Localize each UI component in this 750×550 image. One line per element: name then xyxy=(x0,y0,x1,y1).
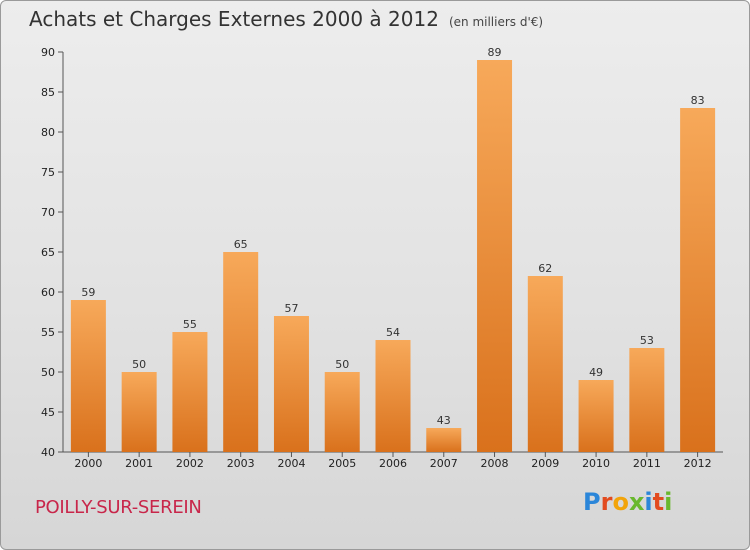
bar-value-label: 54 xyxy=(386,326,400,339)
bar-2008 xyxy=(477,60,513,452)
proxiti-logo: Proxiti xyxy=(583,488,672,516)
logo-letter: t xyxy=(652,488,665,516)
bar-2004 xyxy=(273,316,309,452)
bar-2011 xyxy=(629,348,665,452)
y-tick-label: 75 xyxy=(41,166,55,179)
bar-value-label: 89 xyxy=(488,46,502,59)
y-tick-label: 60 xyxy=(41,286,55,299)
bar-2003 xyxy=(223,252,259,452)
logo-letter: P xyxy=(583,488,601,516)
bar-2002 xyxy=(172,332,208,452)
bar-2009 xyxy=(527,276,563,452)
y-tick-label: 90 xyxy=(41,46,55,59)
bar-value-label: 62 xyxy=(538,262,552,275)
bar-value-label: 49 xyxy=(589,366,603,379)
chart-title: Achats et Charges Externes 2000 à 2012 (e… xyxy=(29,7,543,31)
y-tick-label: 85 xyxy=(41,86,55,99)
x-tick-label: 2003 xyxy=(227,457,255,470)
bar-value-label: 43 xyxy=(437,414,451,427)
y-tick-label: 50 xyxy=(41,366,55,379)
x-tick-label: 2005 xyxy=(328,457,356,470)
x-tick-label: 2011 xyxy=(633,457,661,470)
x-tick-label: 2010 xyxy=(582,457,610,470)
x-tick-label: 2008 xyxy=(481,457,509,470)
logo-letter: i xyxy=(664,488,673,516)
x-tick-label: 2004 xyxy=(277,457,305,470)
x-tick-label: 2001 xyxy=(125,457,153,470)
commune-name: POILLY-SUR-SEREIN xyxy=(35,497,202,518)
y-tick-label: 55 xyxy=(41,326,55,339)
bar-2001 xyxy=(121,372,157,452)
bar-value-label: 50 xyxy=(335,358,349,371)
bar-value-label: 83 xyxy=(691,94,705,107)
unit-label: (en milliers d'€) xyxy=(448,15,544,29)
x-tick-label: 2002 xyxy=(176,457,204,470)
x-tick-label: 2006 xyxy=(379,457,407,470)
bar-2010 xyxy=(578,380,614,452)
x-tick-label: 2009 xyxy=(531,457,559,470)
bar-value-label: 53 xyxy=(640,334,654,347)
bar-2005 xyxy=(324,372,360,452)
logo-letter: o xyxy=(612,488,629,516)
y-tick-label: 40 xyxy=(41,446,55,459)
bar-value-label: 55 xyxy=(183,318,197,331)
x-tick-label: 2007 xyxy=(430,457,458,470)
bar-value-label: 65 xyxy=(234,238,248,251)
y-tick-label: 80 xyxy=(41,126,55,139)
bar-2006 xyxy=(375,340,411,452)
y-tick-label: 45 xyxy=(41,406,55,419)
bar-value-label: 50 xyxy=(132,358,146,371)
bar-2007 xyxy=(426,428,462,452)
x-tick-label: 2000 xyxy=(74,457,102,470)
logo-letter: x xyxy=(628,488,645,516)
title-text: Achats et Charges Externes 2000 à 2012 xyxy=(29,7,439,31)
bar-value-label: 59 xyxy=(81,286,95,299)
bar-value-label: 57 xyxy=(284,302,298,315)
bar-2000 xyxy=(70,300,106,452)
y-tick-label: 65 xyxy=(41,246,55,259)
logo-letter: i xyxy=(644,488,653,516)
x-tick-label: 2012 xyxy=(684,457,712,470)
y-tick-label: 70 xyxy=(41,206,55,219)
bar-2012 xyxy=(680,108,716,452)
logo-letter: r xyxy=(600,488,613,516)
